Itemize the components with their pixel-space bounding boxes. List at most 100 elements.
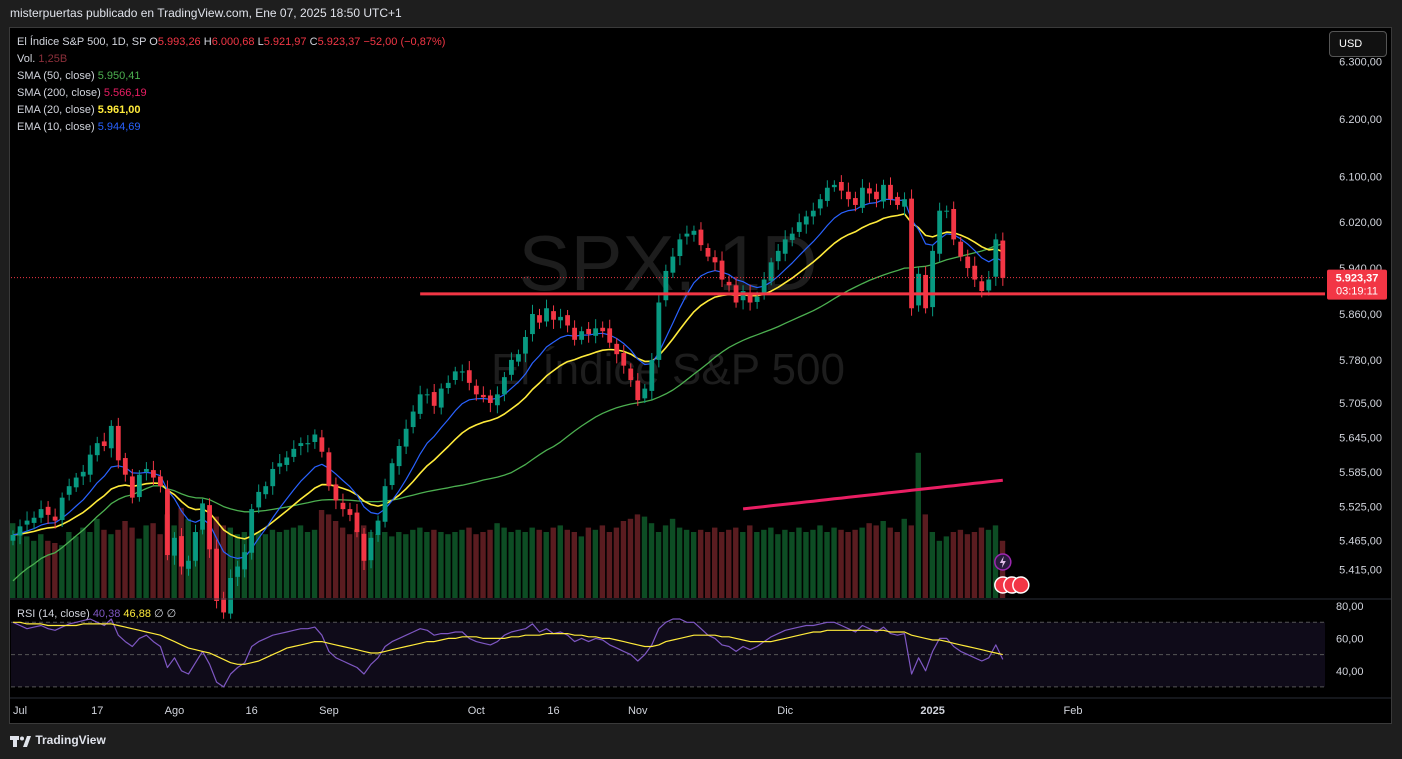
candle-body (642, 388, 648, 399)
tradingview-logo-icon (10, 735, 31, 747)
candle-body (565, 315, 570, 326)
volume-bar (10, 523, 16, 598)
volume-bar (754, 532, 760, 598)
ema10-line (12, 198, 1004, 560)
candle-body (670, 256, 676, 273)
candle-body (719, 260, 725, 280)
volume-bar (529, 527, 535, 598)
candle-body (698, 229, 704, 246)
volume-bar (94, 518, 100, 598)
candle-body (831, 184, 837, 188)
volume-bar (557, 525, 563, 598)
candle-body (214, 548, 219, 601)
currency-button[interactable]: USD (1329, 31, 1387, 57)
chart-frame[interactable] (9, 27, 1392, 724)
price-tick-label: 5.585,00 (1339, 467, 1382, 479)
volume-bar (45, 540, 51, 598)
volume-bar (80, 527, 86, 598)
volume-bar (550, 527, 556, 598)
candle-body (677, 239, 683, 257)
legend-ema10-row: EMA (10, close) 5.944,69 (17, 119, 445, 136)
volume-bar (325, 514, 332, 598)
candle-body (80, 471, 86, 477)
candle-body (621, 353, 627, 366)
rsi-tick-label: 40,00 (1336, 666, 1364, 678)
candle-body (417, 394, 423, 414)
volume-bar (375, 534, 381, 598)
candle-body (684, 233, 690, 237)
candle-body (853, 198, 858, 205)
candle-body (902, 199, 907, 207)
candle-body (31, 517, 37, 523)
price-tick-label: 5.705,00 (1339, 398, 1382, 410)
price-tick-label: 6.300,00 (1339, 56, 1382, 68)
candle-body (361, 533, 367, 561)
candle-body (579, 331, 585, 340)
volume-bar (382, 532, 388, 598)
volume-bar (136, 538, 142, 598)
volume-bar (592, 529, 599, 598)
candle-body (459, 371, 465, 373)
volume-bar (978, 527, 985, 598)
candle-body (94, 443, 100, 456)
price-tick-label: 5.415,00 (1339, 564, 1382, 576)
candle-body (319, 437, 325, 452)
volume-bar (157, 534, 163, 598)
price-tick-label: 5.860,00 (1339, 309, 1382, 321)
candle-body (333, 484, 339, 501)
volume-bar (452, 532, 458, 598)
volume-bar (676, 527, 683, 598)
candle-body (424, 394, 430, 396)
candle-body (572, 327, 577, 340)
publish-header: misterpuertas publicado en TradingView.c… (10, 6, 402, 20)
volume-bar (817, 525, 823, 598)
legend-sma50-label: SMA (50, close) (17, 70, 95, 82)
legend-change: −52,00 (−0,87%) (363, 36, 446, 48)
volume-bar (761, 529, 767, 598)
volume-bar (957, 529, 964, 598)
rsi-value: 40,38 (92, 608, 121, 620)
volume-bar (824, 532, 830, 598)
volume-bar (606, 532, 613, 598)
volume-bar (831, 527, 837, 598)
candle-body (136, 474, 142, 498)
candle-body (586, 328, 592, 335)
legend-sma200-label: SMA (200, close) (17, 87, 101, 99)
candle-body (775, 250, 781, 262)
volume-bar (789, 532, 795, 598)
candle-body (860, 187, 865, 208)
candle-body (740, 291, 746, 301)
volume-bar (150, 523, 156, 598)
rsi-na-1: ∅ (154, 608, 164, 620)
volume-bar (810, 529, 816, 598)
candle-body (972, 265, 978, 280)
volume-bar (796, 527, 802, 598)
volume-bar (17, 532, 23, 598)
legend-close: 5.923,37 (317, 36, 361, 48)
volume-bar (417, 527, 423, 598)
volume-bar (704, 532, 711, 598)
volume-bar (290, 527, 297, 598)
volume-bar (775, 534, 781, 598)
candle-body (438, 388, 444, 408)
volume-bar (648, 523, 655, 598)
candle-body (45, 506, 51, 515)
candle-body (73, 477, 79, 488)
time-tick-label: Feb (1064, 705, 1083, 717)
volume-bar (59, 545, 65, 598)
legend-sma50-row: SMA (50, close) 5.950,41 (17, 68, 445, 85)
volume-bar (852, 529, 858, 598)
volume-bar (697, 529, 704, 598)
candle-body (838, 182, 844, 191)
volume-bar (620, 521, 627, 598)
candle-body (312, 434, 318, 442)
volume-bar (501, 527, 507, 598)
volume-bar (845, 532, 851, 598)
candle-body (537, 315, 542, 323)
candle-body (179, 536, 184, 567)
volume-bar (66, 532, 72, 598)
candle-body (502, 377, 507, 395)
volume-bar (936, 540, 943, 598)
volume-bar (782, 529, 788, 598)
